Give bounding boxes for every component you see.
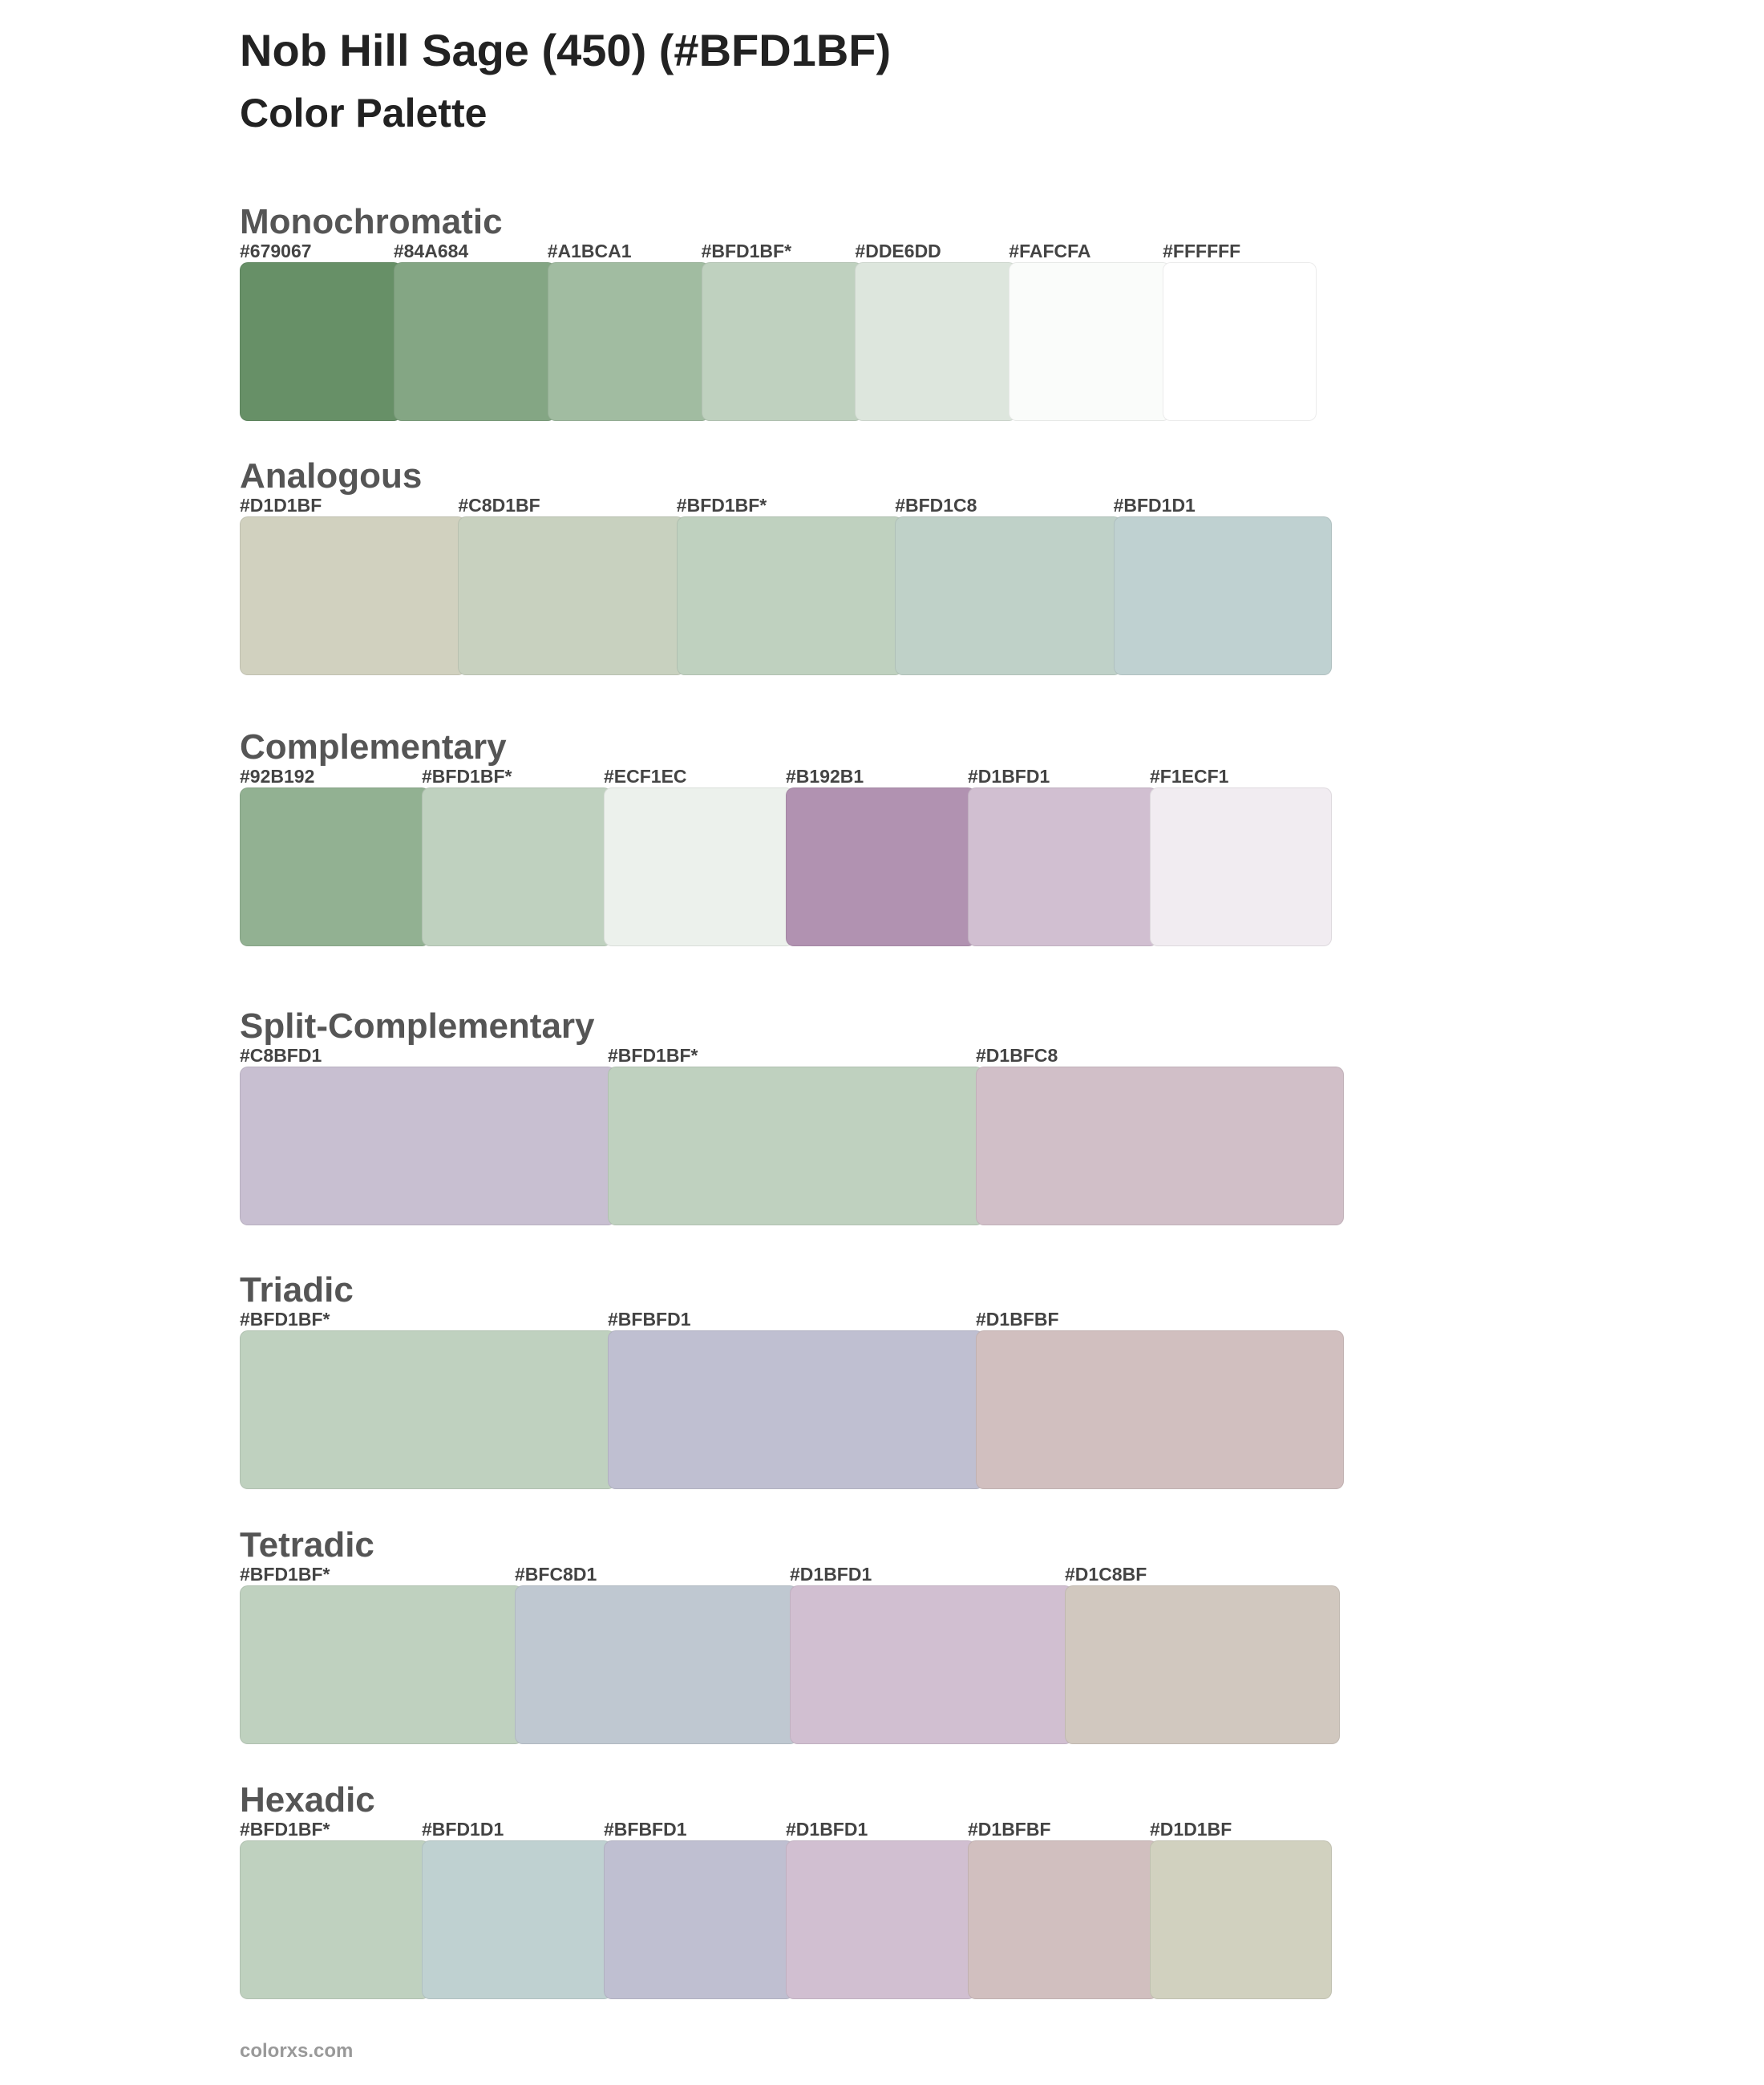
swatch-label: #BFD1BF* [240, 1309, 330, 1330]
swatch-label: #BFD1D1 [1113, 495, 1196, 516]
swatch-label: #B192B1 [786, 766, 864, 787]
swatch-label: #BFD1BF* [701, 241, 792, 261]
color-swatch [240, 787, 430, 946]
swatch-label: #BFBFD1 [604, 1819, 687, 1840]
color-swatch [968, 1840, 1158, 1999]
color-swatch [895, 516, 1122, 675]
swatch-label: #D1C8BF [1065, 1564, 1147, 1585]
section-heading: Hexadic [240, 1780, 375, 1820]
section-heading: Tetradic [240, 1525, 374, 1565]
swatch-label: #84A684 [393, 241, 469, 261]
color-swatch [240, 1067, 616, 1225]
color-swatch [1150, 1840, 1332, 1999]
color-swatch [1113, 516, 1332, 675]
page-subtitle: Color Palette [240, 91, 488, 136]
swatch-label: #D1BFD1 [968, 766, 1050, 787]
color-swatch [786, 1840, 976, 1999]
swatch-label: #D1BFBF [976, 1309, 1059, 1330]
color-swatch [240, 262, 402, 421]
color-swatch [240, 1840, 430, 1999]
color-swatch [976, 1067, 1344, 1225]
swatch-label: #D1BFBF [968, 1819, 1051, 1840]
swatch-label: #A1BCA1 [547, 241, 632, 261]
swatch-label: #ECF1EC [604, 766, 687, 787]
color-swatch [458, 516, 685, 675]
color-swatch [786, 787, 976, 946]
section-heading: Analogous [240, 456, 423, 496]
swatch-label: #D1D1BF [240, 495, 322, 516]
color-swatch [240, 1330, 616, 1489]
section-heading: Complementary [240, 727, 507, 767]
swatch-label: #DDE6DD [855, 241, 941, 261]
swatch-label: #92B192 [240, 766, 315, 787]
swatch-label: #FFFFFF [1163, 241, 1241, 261]
color-swatch [976, 1330, 1344, 1489]
swatch-label: #BFD1C8 [895, 495, 977, 516]
color-swatch [855, 262, 1018, 421]
color-swatch [604, 787, 794, 946]
swatch-label: #D1BFD1 [790, 1564, 872, 1585]
section-heading: Split-Complementary [240, 1006, 595, 1046]
swatch-label: #D1D1BF [1150, 1819, 1232, 1840]
swatch-label: #FAFCFA [1009, 241, 1091, 261]
swatch-label: #D1BFC8 [976, 1045, 1058, 1066]
swatch-label: #BFC8D1 [515, 1564, 597, 1585]
swatch-label: #BFD1D1 [422, 1819, 504, 1840]
color-swatch [422, 787, 612, 946]
swatch-label: #679067 [240, 241, 312, 261]
footer: colorxs.com [240, 2040, 354, 2062]
color-swatch [604, 1840, 794, 1999]
swatch-label: #C8D1BF [458, 495, 540, 516]
color-swatch [1163, 262, 1317, 421]
section-heading: Triadic [240, 1270, 354, 1310]
swatch-label: #BFD1BF* [422, 766, 512, 787]
swatch-label: #D1BFD1 [786, 1819, 868, 1840]
color-swatch [547, 262, 710, 421]
color-swatch [701, 262, 864, 421]
color-swatch [393, 262, 556, 421]
color-swatch [240, 1585, 523, 1744]
color-swatch [1009, 262, 1171, 421]
swatch-label: #F1ECF1 [1150, 766, 1229, 787]
swatch-label: #BFD1BF* [608, 1045, 698, 1066]
color-swatch [240, 516, 467, 675]
color-swatch [676, 516, 904, 675]
swatch-label: #C8BFD1 [240, 1045, 322, 1066]
color-swatch [968, 787, 1158, 946]
color-swatch [422, 1840, 612, 1999]
color-swatch [608, 1330, 984, 1489]
color-swatch [1150, 787, 1332, 946]
color-swatch [608, 1067, 984, 1225]
color-swatch [1065, 1585, 1340, 1744]
page-title: Nob Hill Sage (450) (#BFD1BF) [240, 25, 892, 75]
color-swatch [790, 1585, 1073, 1744]
swatch-label: #BFD1BF* [240, 1564, 330, 1585]
swatch-label: #BFD1BF* [676, 495, 767, 516]
section-heading: Monochromatic [240, 202, 503, 241]
swatch-label: #BFD1BF* [240, 1819, 330, 1840]
swatch-label: #BFBFD1 [608, 1309, 691, 1330]
color-swatch [515, 1585, 798, 1744]
